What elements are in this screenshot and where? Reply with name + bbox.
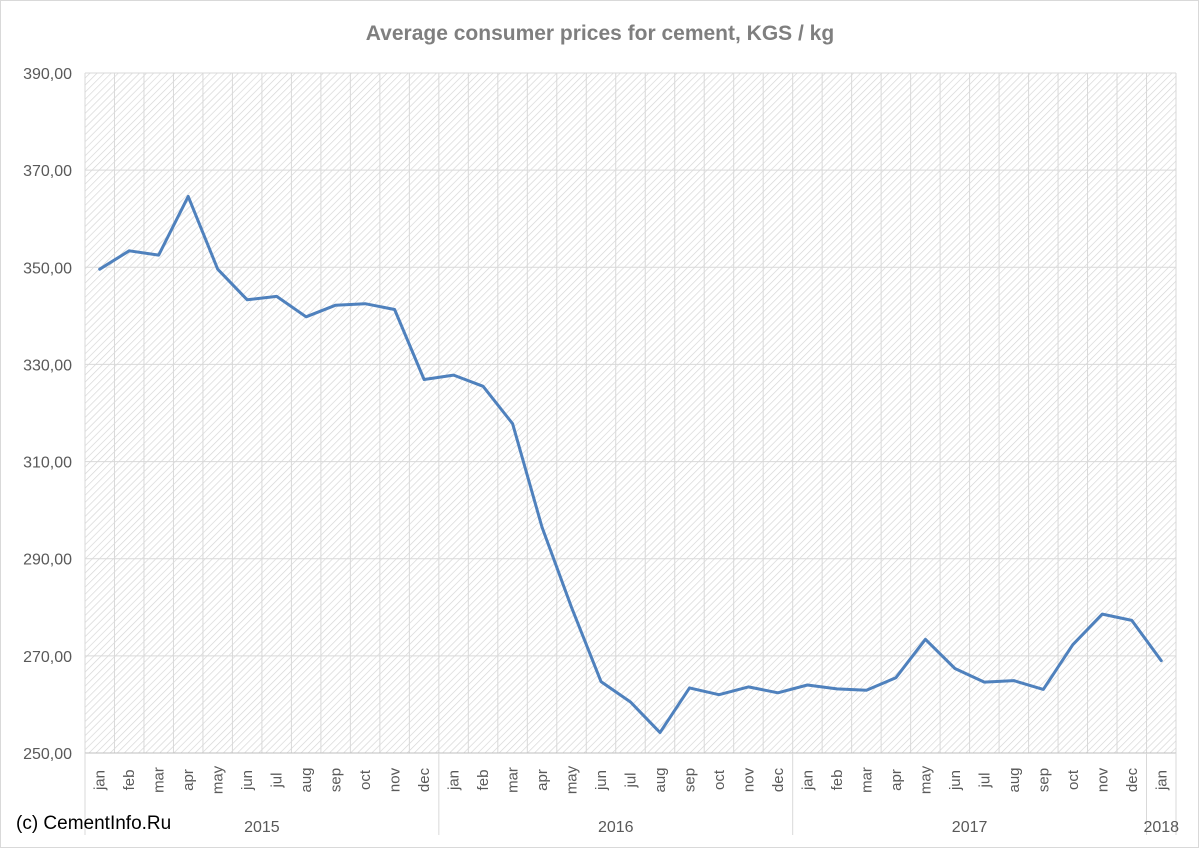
x-tick-label: oct — [1065, 769, 1082, 790]
series-layer — [98, 194, 1163, 735]
x-tick-label: nov — [740, 767, 757, 792]
x-tick-label: feb — [475, 770, 492, 791]
x-tick-label: feb — [121, 770, 138, 791]
x-tick-label: nov — [1094, 767, 1111, 792]
x-tick-label: dec — [1124, 767, 1141, 792]
x-tick-label: aug — [1006, 767, 1023, 792]
y-axis: 250,00 270,00 290,00 310,00 330,00 350,00 370,… — [23, 66, 72, 763]
x-tick-label: jan — [446, 770, 463, 791]
x-tick-label: dec — [416, 767, 433, 792]
chart-title: Average consumer prices for cement, KGS … — [365, 22, 835, 45]
year-group-label: 2016 — [598, 819, 634, 836]
x-tick-label: sep — [681, 768, 698, 792]
y-tick-label: 310,00 — [23, 455, 72, 472]
plot-area — [85, 73, 1176, 753]
x-tick-label: jul — [623, 772, 640, 788]
x-tick-label: aug — [298, 767, 315, 792]
x-tick-label: sep — [328, 768, 345, 792]
x-tick-label: feb — [829, 770, 846, 791]
x-tick-label: mar — [505, 767, 522, 793]
year-group-label: 2018 — [1143, 819, 1179, 836]
x-tick-label: sep — [1035, 768, 1052, 792]
x-tick-label: jul — [976, 772, 993, 788]
y-tick-label: 390,00 — [23, 66, 72, 83]
x-axis: jan feb mar apr may jun jul aug sep oct nov dec jan f… — [84, 752, 1179, 836]
year-group-label: 2015 — [244, 819, 280, 836]
x-tick-label: jun — [593, 770, 610, 791]
x-tick-label: mar — [151, 767, 168, 793]
x-tick-label: jun — [947, 770, 964, 791]
x-tick-label: mar — [858, 767, 875, 793]
x-tick-label: oct — [711, 769, 728, 790]
x-tick-label: may — [917, 765, 934, 794]
copyright-text: (c) CementInfo.Ru — [16, 813, 172, 834]
y-tick-label: 270,00 — [23, 649, 72, 666]
x-tick-label: may — [210, 765, 227, 794]
x-tick-label: apr — [888, 769, 905, 791]
year-group-label: 2017 — [952, 819, 988, 836]
x-tick-label: apr — [534, 769, 551, 791]
x-tick-label: aug — [652, 767, 669, 792]
x-tick-label: apr — [180, 769, 197, 791]
x-tick-label: may — [564, 765, 581, 794]
x-tick-label: dec — [770, 767, 787, 792]
x-tick-label: nov — [387, 767, 404, 792]
y-tick-label: 350,00 — [23, 260, 72, 277]
x-tick-label: jun — [239, 770, 256, 791]
gridlines — [84, 72, 1177, 754]
x-tick-label: jul — [269, 772, 286, 788]
x-tick-label: jan — [92, 770, 109, 791]
y-tick-label: 370,00 — [23, 163, 72, 180]
x-tick-label: jan — [799, 770, 816, 791]
x-tick-label: oct — [357, 769, 374, 790]
y-tick-label: 330,00 — [23, 357, 72, 374]
x-tick-label: jan — [1153, 770, 1170, 791]
y-tick-label: 250,00 — [23, 746, 72, 763]
y-tick-label: 290,00 — [23, 552, 72, 569]
